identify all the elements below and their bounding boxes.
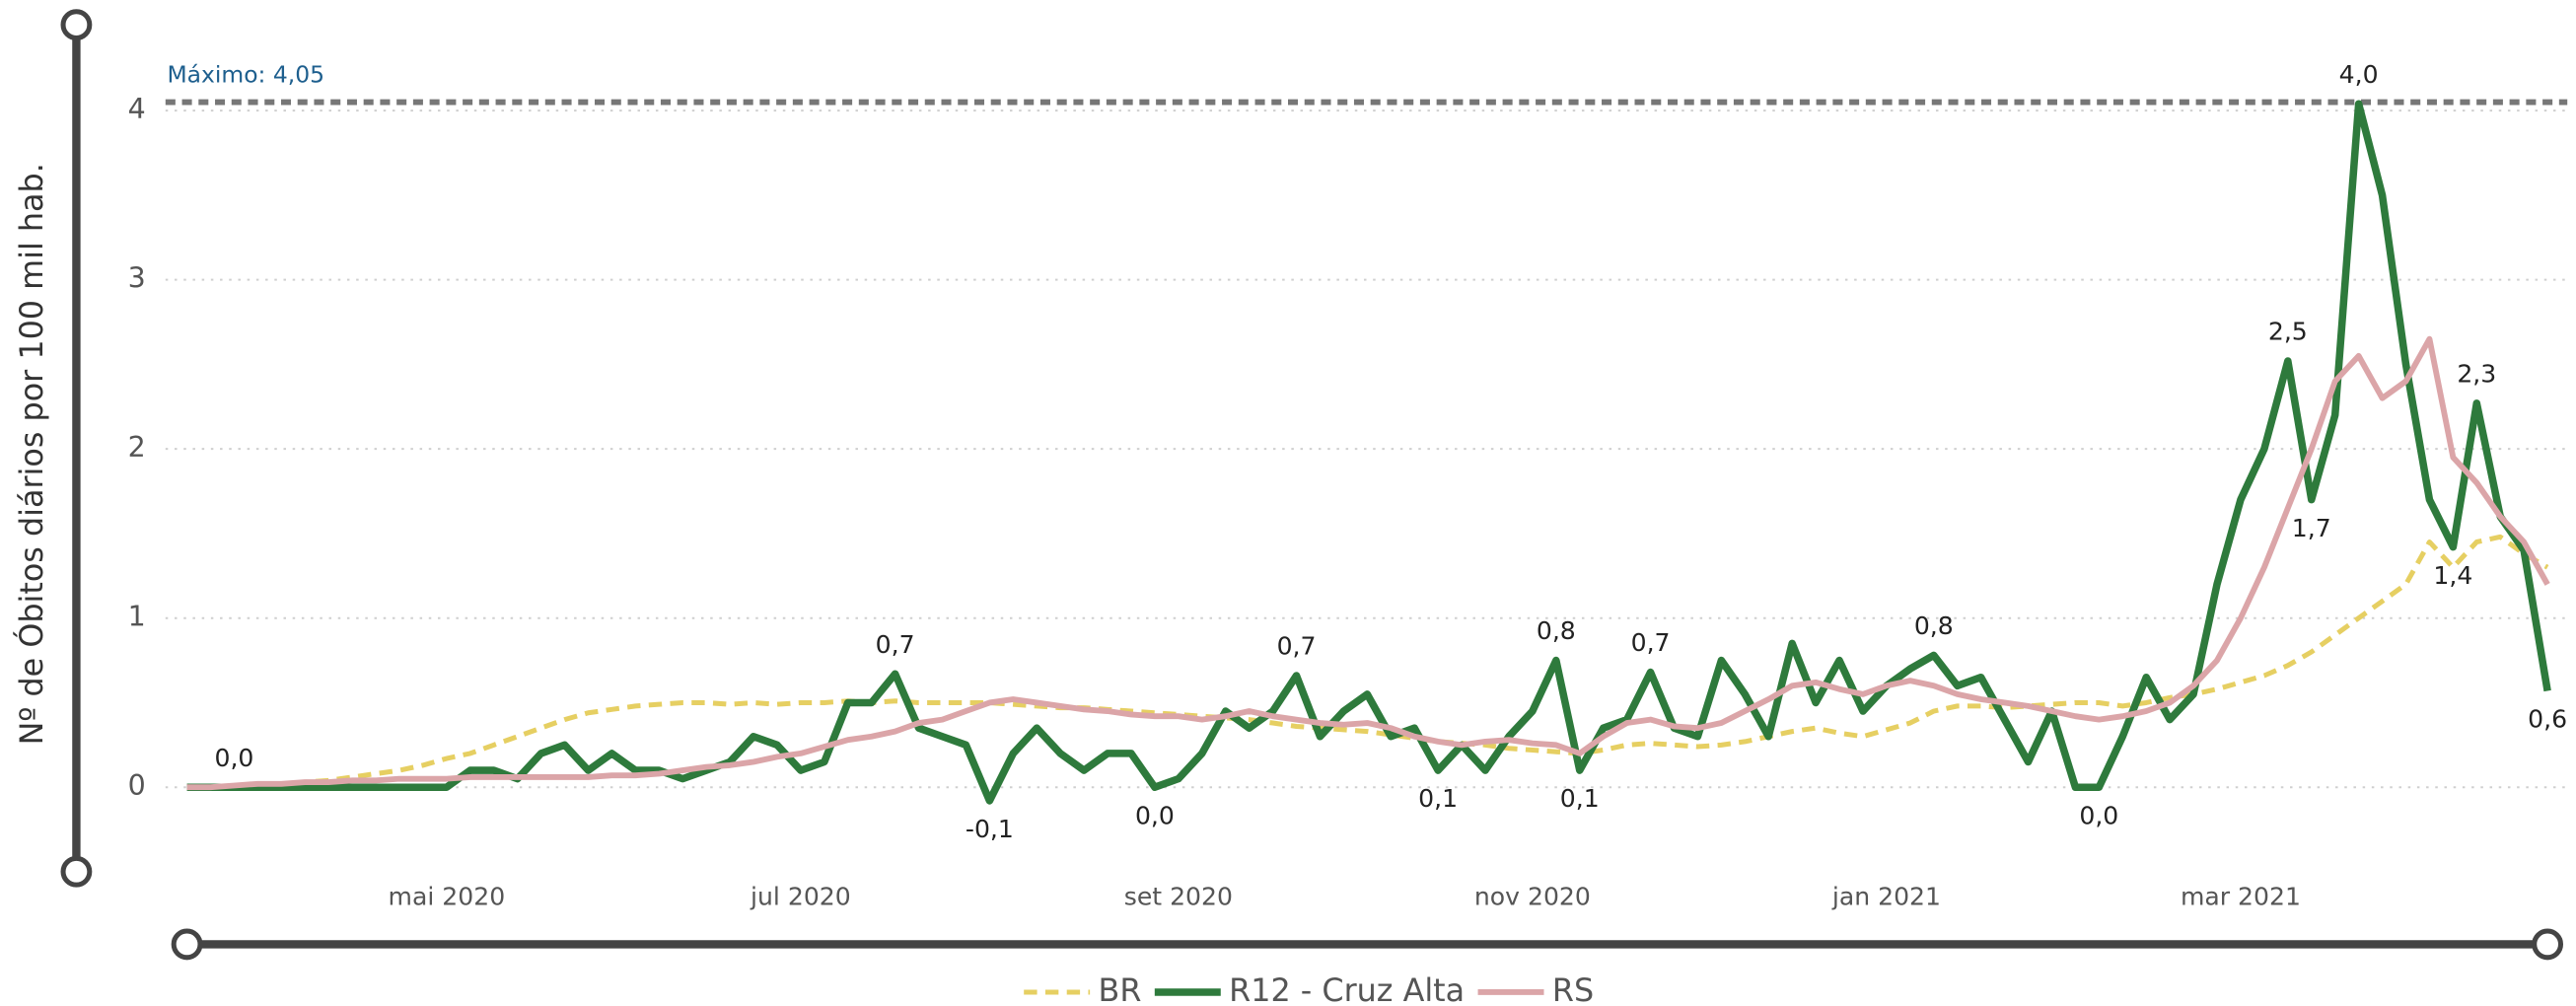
x-tick-label: set 2020 — [1124, 883, 1233, 911]
legend-label: R12 - Cruz Alta — [1229, 972, 1465, 1002]
data-label: 0,8 — [1914, 611, 1954, 640]
data-label: 1,7 — [2292, 514, 2331, 542]
slider-handle[interactable] — [2532, 928, 2564, 961]
data-label: 0,6 — [2528, 705, 2567, 734]
data-label: 2,5 — [2268, 318, 2308, 346]
legend-label: RS — [1552, 972, 1594, 1002]
series-line — [186, 335, 2550, 791]
legend-label: BR — [1099, 972, 1142, 1002]
slider-handle[interactable] — [60, 9, 93, 41]
data-label: -0,1 — [966, 815, 1014, 843]
data-label: 0,7 — [1277, 632, 1317, 661]
data-label: 0,7 — [1631, 628, 1671, 657]
series-line — [186, 100, 2551, 805]
x-tick-label: nov 2020 — [1474, 883, 1591, 911]
data-label: 0,8 — [1537, 616, 1576, 645]
slider-handle[interactable] — [60, 855, 93, 888]
data-label: 2,3 — [2457, 359, 2496, 388]
y-tick-label: 2 — [128, 431, 146, 464]
data-label: 0,0 — [214, 744, 253, 772]
x-tick-label: mai 2020 — [389, 883, 506, 911]
data-label: 1,4 — [2433, 561, 2472, 590]
data-label: 4,0 — [2339, 60, 2379, 89]
y-tick-label: 0 — [128, 769, 146, 802]
reference-label: Máximo: 4,05 — [167, 60, 324, 88]
data-label: 0,0 — [2079, 801, 2118, 829]
slider-handle[interactable] — [171, 928, 203, 961]
data-label: 0,0 — [1135, 801, 1175, 829]
y-axis-title: Nº de Óbitos diários por 100 mil hab. — [12, 163, 50, 745]
y-tick-label: 1 — [128, 601, 146, 633]
data-label: 0,1 — [1560, 784, 1600, 813]
x-tick-label: jan 2021 — [1831, 883, 1941, 911]
y-tick-label: 3 — [128, 262, 146, 295]
x-tick-label: jul 2020 — [750, 883, 851, 911]
series-line — [186, 534, 2549, 790]
data-label: 0,1 — [1418, 784, 1458, 813]
x-tick-label: mar 2021 — [2181, 883, 2301, 911]
y-tick-label: 4 — [128, 93, 146, 125]
data-label: 0,7 — [876, 630, 915, 659]
